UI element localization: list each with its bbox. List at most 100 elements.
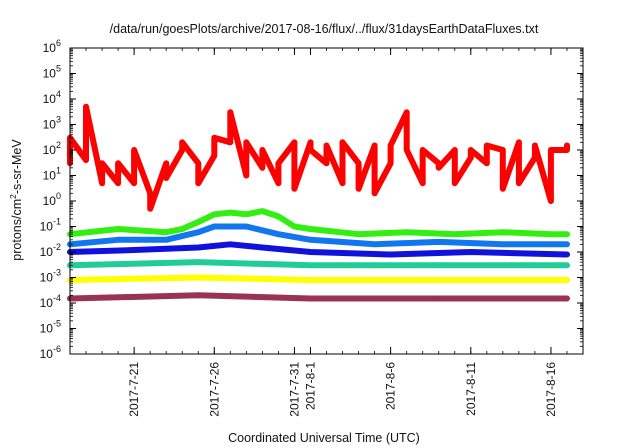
series-0-point: [229, 111, 232, 114]
series-0-point: [197, 182, 200, 185]
series-0-point: [549, 148, 553, 152]
series-line-2: [67, 223, 570, 248]
series-0-point: [149, 207, 152, 210]
x-axis-label: Coordinated Universal Time (UTC): [228, 431, 420, 445]
series-0-point: [341, 141, 344, 144]
series-0-point: [245, 174, 248, 177]
series-0-point: [469, 156, 472, 159]
series-0-point: [181, 141, 184, 144]
x-tick-label: 2017-7-31: [287, 362, 301, 417]
series-2-point: [501, 243, 504, 246]
series-0-point: [165, 176, 168, 180]
series-0-point: [229, 141, 232, 144]
plot-area: 10-6 10-5 10-4 10-3 10-2 10-1 100 101 102 103 104 1…: [40, 38, 584, 417]
series-1-point: [549, 233, 553, 236]
y-tick-label: 106: [43, 38, 61, 55]
series-0-point: [469, 148, 472, 152]
series-line-5: [67, 274, 570, 283]
series-0-point: [405, 148, 408, 152]
y-tick-label: 104: [43, 89, 61, 106]
series-0-point: [373, 192, 376, 195]
series-0-point: [501, 187, 504, 190]
series-0-point: [565, 144, 569, 147]
series-0-point: [389, 162, 392, 165]
series-1-point: [565, 233, 569, 236]
series-3-point: [309, 250, 312, 254]
x-tick-label: 2017-8-16: [544, 362, 558, 417]
series-1-point: [116, 227, 120, 231]
y-tick-label: 103: [43, 115, 61, 132]
series-1-point: [213, 213, 216, 216]
series-4-point: [565, 264, 569, 267]
series-3-point: [565, 253, 569, 256]
series-3-point: [261, 246, 264, 249]
y-tick-label: 10-4: [40, 293, 61, 310]
series-0-point: [405, 111, 408, 114]
series-0-point: [357, 187, 360, 190]
series-line-1: [67, 208, 570, 238]
series-0-point: [197, 162, 200, 165]
y-tick-label: 100: [43, 191, 61, 208]
series-0-point: [485, 144, 488, 147]
series-0-point: [453, 148, 456, 152]
series-3-point: [197, 246, 200, 249]
series-5-point: [565, 278, 569, 282]
series-1-point: [309, 227, 312, 231]
y-tick-label: 105: [43, 64, 61, 81]
series-5-point: [197, 276, 200, 279]
series-0-point: [84, 105, 88, 108]
series-2-point: [197, 231, 200, 234]
x-tick-label: 2017-7-26: [207, 362, 221, 417]
series-2-point: [277, 233, 280, 236]
series-1-point: [181, 227, 184, 231]
series-1-point: [261, 209, 264, 213]
series-0-point: [309, 148, 312, 152]
series-4-point: [197, 260, 200, 264]
series-1-point: [357, 233, 360, 236]
series-0-point: [565, 148, 569, 152]
series-3-point: [469, 250, 472, 254]
y-axis-label-base: protons/cm: [10, 199, 24, 261]
series-line-0: [67, 103, 570, 212]
series-0-point: [277, 162, 280, 165]
series-2-point: [565, 243, 569, 246]
chart-title: /data/run/goesPlots/archive/2017-08-16/f…: [110, 22, 539, 36]
y-tick-label: 102: [43, 140, 61, 157]
series-0-point: [485, 162, 488, 165]
series-0-point: [100, 182, 104, 185]
series-0-point: [213, 136, 216, 139]
series-5-point: [437, 278, 440, 282]
series-0-point: [309, 141, 312, 144]
series-2-point: [116, 238, 120, 241]
series-4-point: [309, 264, 312, 267]
series-0-point: [132, 182, 136, 185]
series-line-6: [67, 292, 570, 302]
series-0-point: [437, 162, 440, 165]
series-0-point: [84, 158, 88, 162]
series-2-point: [245, 225, 248, 228]
x-tick-label: 2017-8-6: [384, 362, 398, 410]
series-0-point: [116, 182, 120, 185]
series-1-point: [165, 231, 168, 234]
series-0-point: [517, 141, 521, 144]
series-0-point: [293, 187, 296, 190]
y-tick-label: 10-6: [40, 344, 61, 361]
series-0-point: [533, 144, 537, 147]
series-3-point: [389, 253, 392, 256]
y-axis-label-rest: -s-sr-MeV: [10, 139, 24, 195]
series-0-point: [549, 199, 553, 203]
series-6-point: [197, 294, 200, 297]
series-0-point: [389, 144, 392, 147]
y-tick-label: 10-2: [40, 242, 61, 259]
series-0-point: [421, 148, 424, 152]
series-6-point: [309, 297, 312, 300]
series-0-point: [341, 182, 344, 185]
y-axis-label: protons/cm2-s-sr-MeV: [8, 139, 24, 261]
series-line-4: [67, 259, 570, 269]
series-0-point: [116, 162, 120, 165]
series-0-point: [357, 162, 360, 165]
series-0-point: [437, 166, 440, 169]
series-0-point: [261, 148, 264, 152]
